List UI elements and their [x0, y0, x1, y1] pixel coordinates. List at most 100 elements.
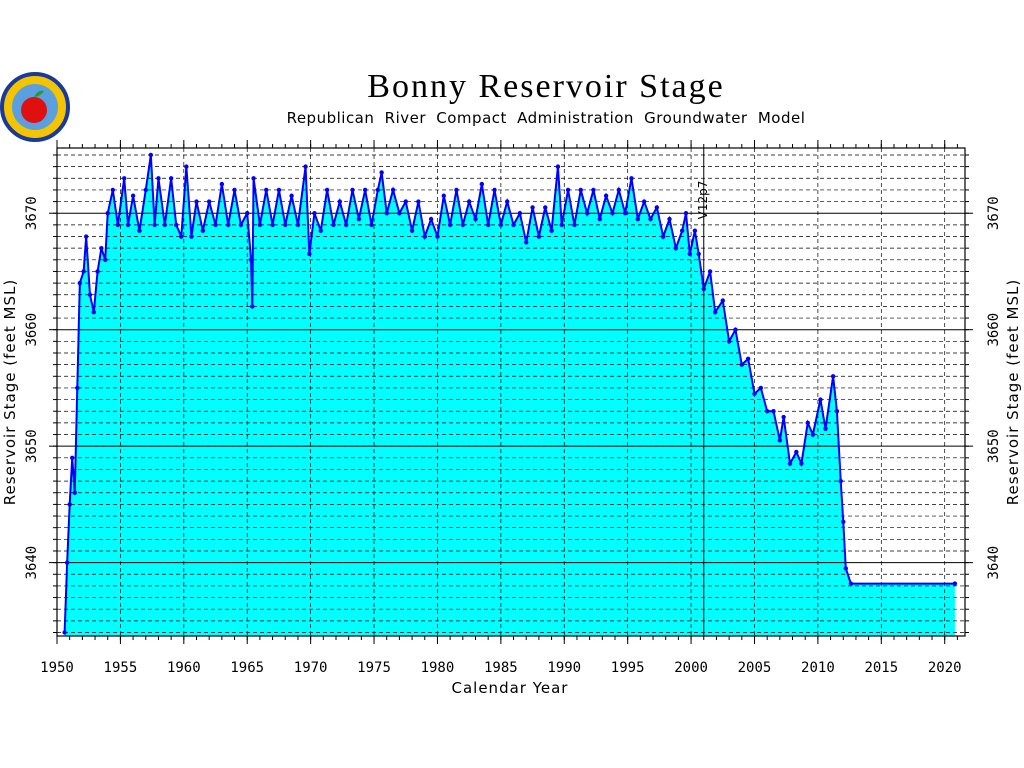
data-point [270, 222, 275, 228]
data-point [654, 205, 660, 210]
data-point [324, 187, 330, 193]
y2-tick-label: 3640 [986, 546, 1002, 580]
data-point [841, 519, 846, 525]
data-point [733, 327, 738, 332]
y2-axis-label: Reservoir Stage (feet MSL) [1004, 279, 1022, 505]
data-point [473, 216, 478, 222]
data-point [64, 560, 70, 565]
data-point [62, 630, 67, 635]
data-point [75, 385, 80, 391]
data-point [174, 222, 179, 228]
data-point [584, 211, 590, 216]
data-point [384, 211, 389, 216]
data-point [251, 176, 256, 181]
data-point [764, 409, 770, 414]
data-point [610, 211, 615, 216]
data-point [648, 216, 653, 222]
data-point [696, 251, 701, 257]
data-point [248, 257, 254, 263]
data-point [758, 385, 764, 391]
data-point [70, 455, 75, 461]
data-point [739, 362, 745, 367]
data-point [95, 269, 100, 274]
data-point [818, 397, 823, 402]
data-point [312, 211, 317, 216]
data-point [578, 187, 583, 193]
data-point [115, 222, 121, 228]
y-tick-label: 3650 [24, 429, 40, 463]
data-point [122, 176, 127, 181]
data-point [479, 181, 485, 187]
chart-subtitle: Republican River Compact Administration … [287, 109, 806, 127]
x-tick-label: 2010 [801, 660, 835, 676]
x-tick-label: 1955 [104, 660, 138, 676]
data-point [403, 199, 408, 204]
x-tick-label: 2020 [928, 660, 962, 676]
data-point [683, 211, 689, 216]
data-point [603, 193, 609, 198]
data-point [289, 193, 294, 198]
data-point [250, 304, 255, 309]
data-point [787, 461, 793, 466]
data-point [799, 461, 804, 466]
x-tick-label: 2015 [864, 660, 898, 676]
y-tick-label: 3640 [24, 546, 40, 580]
data-point [219, 181, 225, 187]
y-tick-label: 3660 [24, 313, 40, 347]
data-point [409, 228, 415, 233]
data-point [555, 164, 561, 169]
x-tick-label: 1960 [167, 660, 201, 676]
data-point [952, 581, 958, 586]
data-point [428, 216, 434, 222]
data-point [504, 199, 510, 204]
data-point [105, 211, 110, 216]
data-point [460, 222, 466, 228]
data-point [200, 228, 206, 233]
data-point [397, 211, 402, 216]
x-tick-label: 2000 [674, 660, 708, 676]
data-point [362, 187, 368, 193]
data-point [441, 193, 446, 198]
data-point [781, 414, 786, 420]
data-point [179, 234, 184, 239]
data-point [848, 581, 854, 586]
data-point [777, 438, 783, 443]
data-point [707, 269, 713, 274]
data-point [337, 199, 342, 204]
data-point [572, 222, 577, 228]
data-point [77, 280, 83, 286]
data-point [745, 356, 751, 362]
y-tick-label: 3670 [24, 196, 40, 230]
logo [0, 72, 70, 142]
chart-title: Bonny Reservoir Stage [367, 68, 724, 105]
data-point [485, 222, 491, 228]
x-tick-label: 1990 [547, 660, 581, 676]
data-point [238, 222, 244, 228]
data-point [184, 164, 189, 169]
data-point [257, 222, 263, 228]
data-point [838, 478, 843, 484]
data-point [416, 199, 421, 204]
data-point [687, 251, 693, 257]
y2-tick-label: 3670 [986, 196, 1002, 230]
data-point [72, 490, 77, 495]
data-point [356, 216, 362, 222]
data-point [530, 205, 535, 210]
data-point [83, 234, 89, 239]
data-point [226, 222, 231, 228]
data-point [830, 374, 836, 379]
x-tick-label: 1995 [611, 660, 645, 676]
data-point [137, 228, 142, 233]
data-point [680, 228, 685, 233]
data-point [591, 187, 596, 193]
data-point [843, 566, 848, 571]
data-point [692, 228, 698, 233]
data-point [91, 310, 96, 315]
data-point [213, 222, 218, 228]
x-axis-label: Calendar Year [452, 679, 569, 697]
data-point [641, 199, 647, 204]
data-point [87, 292, 93, 297]
data-point [343, 222, 349, 228]
y2-tick-label: 3660 [986, 313, 1002, 347]
data-point [143, 187, 148, 193]
